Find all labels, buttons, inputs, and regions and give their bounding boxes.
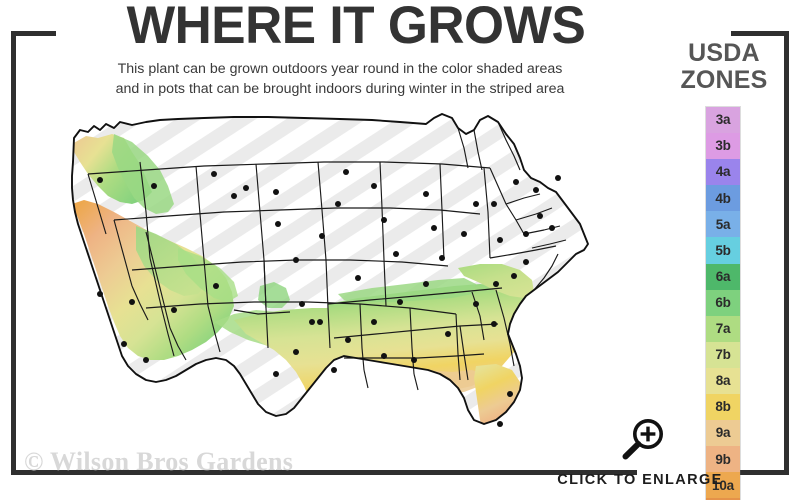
zone-swatch-6a[interactable]: 6a (706, 263, 740, 290)
frame-border-right (784, 31, 789, 475)
page-subtitle: This plant can be grown outdoors year ro… (30, 60, 650, 99)
legend-header: USDA ZONES (660, 40, 788, 93)
zone-swatch-label: 9a (715, 425, 731, 441)
zone-swatch-label: 7b (715, 347, 731, 363)
zone-swatch-4a[interactable]: 4a (706, 159, 740, 186)
frame-border-top-right (731, 31, 789, 36)
zone-swatch-label: 8a (715, 373, 731, 389)
zone-swatch-10a[interactable]: 10a (706, 472, 740, 499)
frame-border-top-left (11, 31, 56, 36)
zone-swatch-8b[interactable]: 8b (706, 394, 740, 421)
zone-swatch-label: 4b (715, 190, 731, 206)
usa-hardiness-map[interactable] (28, 108, 636, 453)
zone-swatch-label: 6b (715, 294, 731, 310)
zone-swatch-label: 8b (715, 399, 731, 415)
watermark-credit: © Wilson Bros Gardens (24, 447, 294, 476)
zone-swatch-8a[interactable]: 8a (706, 367, 740, 395)
zone-swatch-label: 3a (715, 112, 731, 128)
zone-swatch-label: 9b (715, 451, 731, 467)
region-willamette-puget-green (112, 134, 174, 214)
zone-swatch-label: 10a (712, 477, 734, 493)
frame-border-bottom-right (737, 470, 789, 475)
region-great-basin-green (178, 248, 238, 302)
zone-swatch-3a[interactable]: 3a (706, 107, 740, 134)
zone-swatch-7a[interactable]: 7a (706, 315, 740, 342)
region-ohio-valley-green (338, 278, 476, 302)
zone-swatch-label: 4a (715, 164, 731, 180)
zone-swatch-4b[interactable]: 4b (706, 185, 740, 212)
legend-title-line-1: USDA (688, 39, 760, 67)
zone-swatch-label: 5a (715, 216, 731, 232)
map-city-dots (97, 169, 561, 427)
legend-title-line-2: ZONES (680, 65, 768, 94)
zone-swatch-5a[interactable]: 5a (706, 211, 740, 238)
zone-swatch-5b[interactable]: 5b (706, 237, 740, 264)
zone-swatch-6b[interactable]: 6b (706, 289, 740, 316)
region-sierra-green (136, 226, 206, 296)
frame-border-bottom-left (11, 470, 637, 475)
zone-swatch-label: 5b (715, 242, 731, 258)
region-california-west (72, 200, 234, 360)
zone-swatch-9a[interactable]: 9a (706, 420, 740, 447)
zone-swatch-7b[interactable]: 7b (706, 341, 740, 368)
zone-swatch-label: 6a (715, 268, 731, 284)
map-state-borders (87, 121, 567, 391)
zone-swatch-3b[interactable]: 3b (706, 133, 740, 160)
legend-title: USDA ZONES (660, 40, 788, 93)
click-to-enlarge-label[interactable]: CLICK TO ENLARGE (557, 472, 723, 488)
page-title: WHERE IT GROWS (126, 0, 586, 55)
subtitle-line-2: and in pots that can be brought indoors … (115, 80, 565, 97)
zone-color-scale[interactable]: 3a 3b 4a 4b 5a 5b 6a 6b 7a 7b 8a 8b 9a 9b 10a 10b (705, 106, 741, 500)
map-country-outline (71, 113, 589, 425)
zone-swatch-10b[interactable]: 10b (706, 498, 740, 500)
frame-border-left (11, 31, 16, 475)
subtitle-line-1: This plant can be grown outdoors year ro… (117, 61, 563, 77)
zone-swatch-label: 7a (715, 321, 731, 337)
magnifier-plus-icon[interactable] (617, 418, 667, 460)
zone-swatch-label: 3b (715, 138, 731, 154)
zone-swatch-9b[interactable]: 9b (706, 446, 740, 473)
